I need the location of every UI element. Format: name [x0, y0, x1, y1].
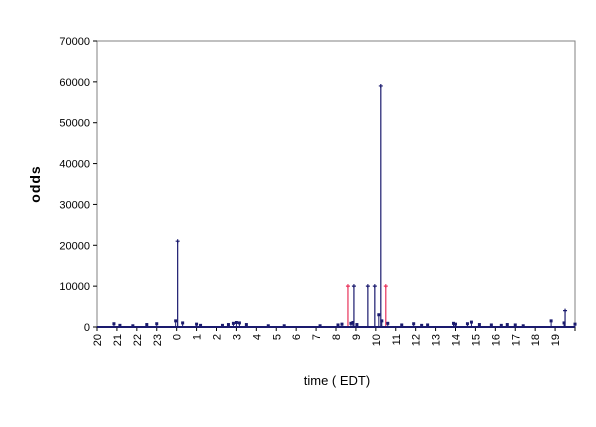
spike-point [351, 284, 356, 289]
plot-area [96, 40, 576, 328]
spike-point [383, 284, 388, 289]
data-point [318, 324, 322, 328]
x-tick-label: 8 [331, 334, 343, 340]
x-tick-label: 3 [231, 334, 243, 340]
x-tick-label: 9 [351, 334, 363, 340]
spike-point [563, 308, 568, 313]
x-axis-title: time ( EDT) [304, 373, 370, 388]
x-tick-label: 16 [490, 334, 502, 346]
data-point [420, 323, 424, 327]
x-tick-label: 14 [451, 334, 463, 346]
x-tick-label: 15 [470, 334, 482, 346]
data-point [131, 324, 135, 328]
x-tick-label: 11 [391, 334, 403, 345]
x-axis-ticks: 20 21 22 23 0 1 2 3 4 5 6 7 8 9 10 11 12 13 14 15 16 17 18 19 [92, 327, 576, 346]
spike-point [345, 284, 350, 289]
y-tick-label: 70000 [59, 36, 90, 48]
y-tick-label: 40000 [59, 159, 90, 171]
x-tick-label: 2 [212, 334, 224, 340]
y-tick-label: 20000 [59, 240, 90, 252]
x-tick-label: 0 [172, 334, 184, 340]
x-tick-label: 4 [251, 334, 263, 340]
x-tick-label: 1 [192, 334, 204, 340]
data-point [282, 324, 286, 328]
x-tick-label: 6 [291, 334, 303, 340]
data-point [521, 324, 525, 328]
y-axis-ticks: 0 10000 20000 30000 40000 50000 60000 70000 [59, 36, 97, 334]
x-tick-label: 23 [152, 334, 164, 346]
y-tick-label: 50000 [59, 118, 90, 130]
spike-point [175, 239, 180, 244]
y-axis-title: odds [27, 165, 43, 202]
y-tick-label: 60000 [59, 77, 90, 89]
x-tick-label: 18 [530, 334, 542, 346]
x-tick-label: 10 [371, 334, 383, 346]
data-point [220, 323, 224, 327]
y-tick-label: 30000 [59, 199, 90, 211]
x-tick-label: 20 [92, 334, 104, 346]
data-point [199, 323, 203, 327]
spike-point [372, 284, 377, 289]
x-tick-label: 22 [132, 334, 144, 346]
x-tick-label: 21 [112, 334, 124, 346]
y-tick-label: 10000 [59, 281, 90, 293]
x-tick-label: 17 [510, 334, 522, 346]
x-tick-label: 5 [271, 334, 283, 340]
x-tick-label: 19 [550, 334, 562, 346]
y-tick-label: 0 [84, 322, 90, 334]
x-tick-label: 13 [431, 334, 443, 346]
spike-point [365, 284, 370, 289]
x-tick-label: 12 [411, 334, 423, 346]
data-point [118, 323, 122, 327]
data-point [499, 323, 503, 327]
x-tick-label: 7 [311, 334, 323, 340]
spike-point [378, 83, 383, 88]
data-point [266, 324, 270, 328]
